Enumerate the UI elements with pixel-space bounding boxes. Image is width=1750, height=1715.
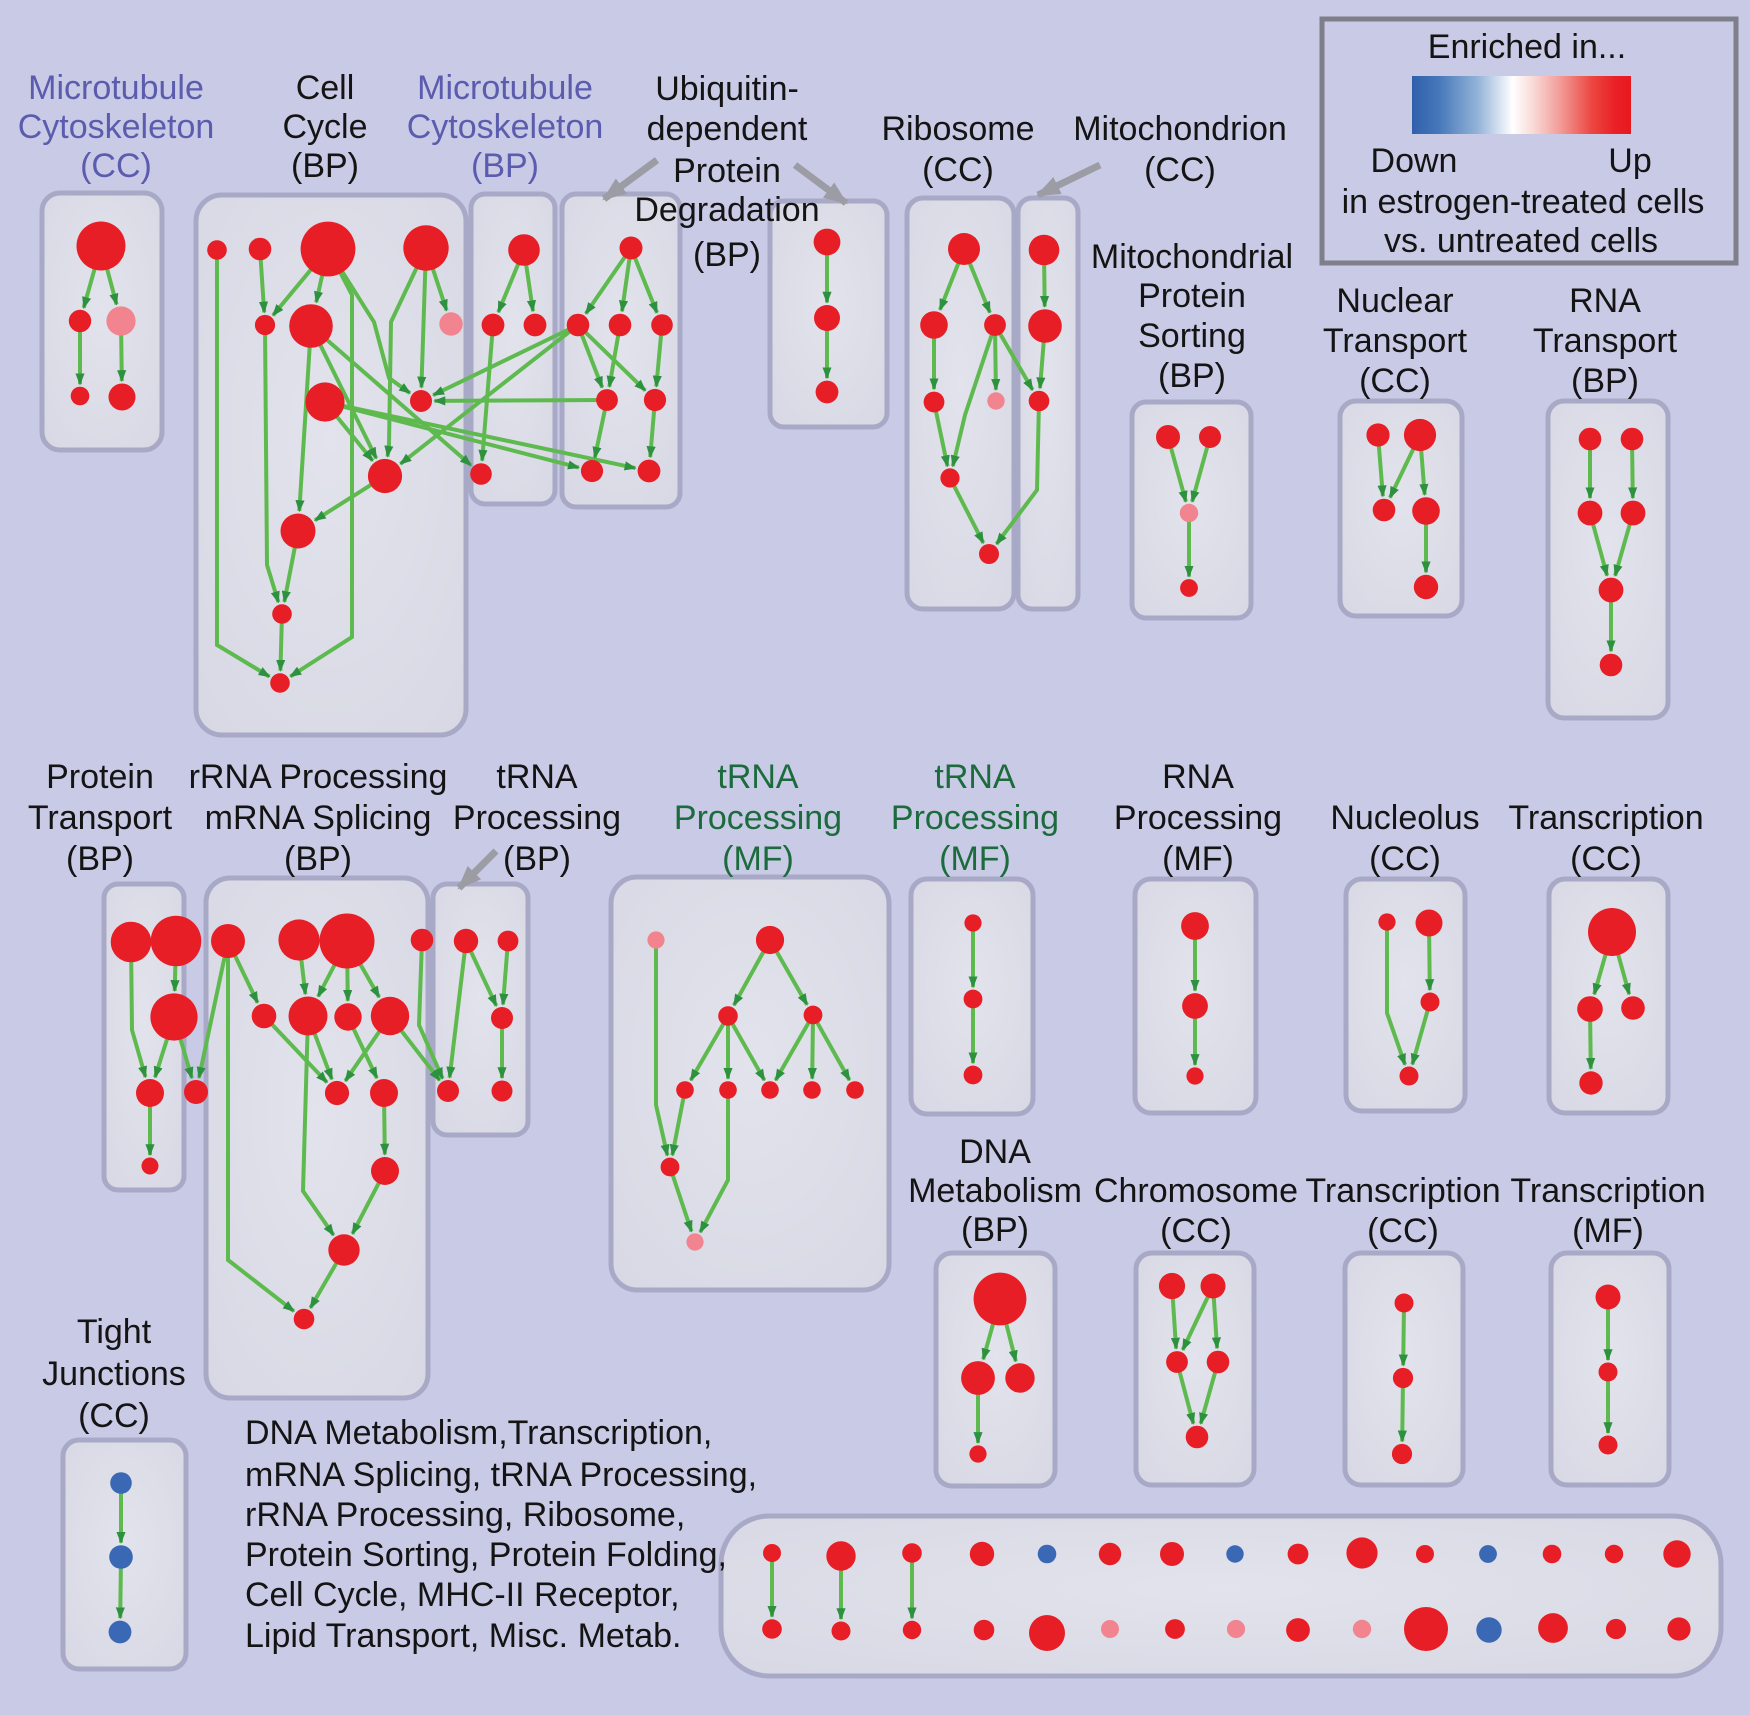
svg-text:in estrogen-treated cells: in estrogen-treated cells (1342, 183, 1705, 221)
svg-text:(BP): (BP) (1158, 357, 1226, 395)
svg-text:rRNA Processing: rRNA Processing (189, 758, 448, 796)
svg-text:Cytoskeleton: Cytoskeleton (407, 108, 604, 146)
svg-text:Transcription: Transcription (1508, 799, 1703, 837)
svg-text:Nuclear: Nuclear (1336, 282, 1453, 320)
svg-text:(MF): (MF) (1162, 840, 1234, 878)
svg-text:Mitochondrion: Mitochondrion (1073, 110, 1287, 148)
svg-text:tRNA: tRNA (496, 758, 578, 796)
svg-text:(CC): (CC) (1359, 362, 1431, 400)
svg-text:Protein Sorting, Protein Foldi: Protein Sorting, Protein Folding, (245, 1536, 727, 1574)
svg-text:Processing: Processing (891, 799, 1059, 837)
svg-text:Transcription: Transcription (1305, 1172, 1500, 1210)
svg-text:(MF): (MF) (1572, 1212, 1644, 1250)
svg-text:Enriched in...: Enriched in... (1428, 28, 1626, 66)
svg-text:tRNA: tRNA (717, 758, 799, 796)
svg-text:(BP): (BP) (471, 147, 539, 185)
svg-text:Lipid Transport, Misc. Metab.: Lipid Transport, Misc. Metab. (245, 1617, 682, 1655)
svg-text:Protein: Protein (1138, 277, 1246, 315)
svg-text:Up: Up (1608, 142, 1651, 180)
svg-text:(MF): (MF) (722, 840, 794, 878)
svg-text:Sorting: Sorting (1138, 317, 1246, 355)
svg-text:(MF): (MF) (939, 840, 1011, 878)
svg-text:RNA: RNA (1162, 758, 1234, 796)
svg-text:Tight: Tight (77, 1313, 152, 1351)
svg-text:(CC): (CC) (1160, 1212, 1232, 1250)
svg-text:(CC): (CC) (922, 151, 994, 189)
svg-text:(CC): (CC) (1570, 840, 1642, 878)
svg-text:Mitochondrial: Mitochondrial (1091, 238, 1293, 276)
svg-text:(BP): (BP) (961, 1211, 1029, 1249)
svg-text:Degradation: Degradation (634, 191, 819, 229)
svg-text:Cycle: Cycle (282, 108, 367, 146)
svg-text:Junctions: Junctions (42, 1355, 186, 1393)
svg-text:(CC): (CC) (80, 147, 152, 185)
svg-text:(BP): (BP) (284, 840, 352, 878)
svg-text:tRNA: tRNA (934, 758, 1016, 796)
svg-text:Nucleolus: Nucleolus (1330, 799, 1479, 837)
svg-text:Cell: Cell (296, 69, 355, 107)
svg-text:(BP): (BP) (66, 840, 134, 878)
svg-text:Processing: Processing (1114, 799, 1282, 837)
svg-text:RNA: RNA (1569, 282, 1641, 320)
svg-text:Processing: Processing (453, 799, 621, 837)
svg-text:vs. untreated cells: vs. untreated cells (1384, 222, 1658, 260)
svg-text:rRNA Processing, Ribosome,: rRNA Processing, Ribosome, (245, 1496, 685, 1534)
svg-text:Transport: Transport (28, 799, 173, 837)
svg-text:DNA Metabolism,Transcription,: DNA Metabolism,Transcription, (245, 1414, 712, 1452)
svg-text:(CC): (CC) (1369, 840, 1441, 878)
svg-text:Cytoskeleton: Cytoskeleton (18, 108, 215, 146)
svg-text:Chromosome: Chromosome (1094, 1172, 1298, 1210)
svg-text:Transport: Transport (1323, 322, 1468, 360)
svg-text:DNA: DNA (959, 1133, 1031, 1171)
svg-text:Cell Cycle, MHC-II Receptor,: Cell Cycle, MHC-II Receptor, (245, 1576, 680, 1614)
svg-text:Protein: Protein (46, 758, 154, 796)
svg-text:(CC): (CC) (78, 1397, 150, 1435)
svg-text:(BP): (BP) (291, 147, 359, 185)
svg-text:mRNA Splicing, tRNA Processing: mRNA Splicing, tRNA Processing, (245, 1456, 757, 1494)
svg-text:mRNA Splicing: mRNA Splicing (205, 799, 432, 837)
svg-text:Microtubule: Microtubule (417, 69, 593, 107)
svg-text:(BP): (BP) (693, 236, 761, 274)
svg-text:Protein: Protein (673, 152, 781, 190)
svg-text:Ubiquitin-: Ubiquitin- (655, 70, 799, 108)
svg-text:(CC): (CC) (1367, 1212, 1439, 1250)
svg-text:(BP): (BP) (1571, 362, 1639, 400)
svg-text:(BP): (BP) (503, 840, 571, 878)
svg-text:dependent: dependent (647, 110, 808, 148)
svg-text:Transcription: Transcription (1510, 1172, 1705, 1210)
svg-text:(CC): (CC) (1144, 151, 1216, 189)
svg-text:Metabolism: Metabolism (908, 1172, 1082, 1210)
svg-text:Ribosome: Ribosome (881, 110, 1034, 148)
svg-text:Down: Down (1371, 142, 1458, 180)
svg-text:Microtubule: Microtubule (28, 69, 204, 107)
svg-text:Processing: Processing (674, 799, 842, 837)
svg-text:Transport: Transport (1533, 322, 1678, 360)
